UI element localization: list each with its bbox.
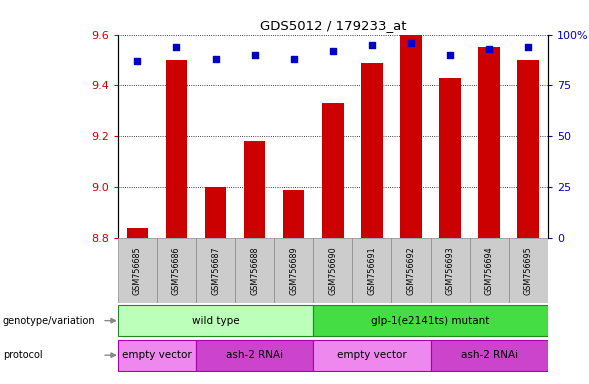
Bar bbox=[118, 238, 157, 303]
Bar bbox=[274, 238, 313, 303]
Point bbox=[328, 48, 337, 54]
Text: GSM756690: GSM756690 bbox=[328, 247, 337, 295]
Bar bbox=[352, 238, 392, 303]
Bar bbox=[313, 305, 548, 336]
Text: GSM756691: GSM756691 bbox=[368, 247, 376, 295]
Bar bbox=[127, 228, 148, 238]
Bar bbox=[518, 60, 539, 238]
Bar bbox=[283, 190, 305, 238]
Point bbox=[484, 46, 494, 52]
Bar bbox=[205, 187, 226, 238]
Bar bbox=[313, 238, 352, 303]
Bar bbox=[235, 238, 274, 303]
Point bbox=[172, 44, 181, 50]
Text: ash-2 RNAi: ash-2 RNAi bbox=[461, 350, 518, 360]
Text: GSM756687: GSM756687 bbox=[211, 247, 220, 295]
Bar bbox=[392, 238, 431, 303]
Text: GSM756692: GSM756692 bbox=[406, 247, 415, 295]
Text: GSM756689: GSM756689 bbox=[289, 247, 298, 295]
Bar bbox=[313, 339, 431, 371]
Bar bbox=[361, 63, 383, 238]
Text: glp-1(e2141ts) mutant: glp-1(e2141ts) mutant bbox=[371, 316, 489, 326]
Point bbox=[406, 40, 416, 46]
Text: empty vector: empty vector bbox=[337, 350, 407, 360]
Bar bbox=[322, 103, 343, 238]
Point bbox=[289, 56, 299, 62]
Bar bbox=[469, 238, 509, 303]
Bar bbox=[509, 238, 548, 303]
Bar bbox=[118, 339, 196, 371]
Bar bbox=[478, 47, 500, 238]
Bar bbox=[196, 339, 313, 371]
Text: ash-2 RNAi: ash-2 RNAi bbox=[226, 350, 283, 360]
Bar bbox=[400, 35, 422, 238]
Bar bbox=[439, 78, 461, 238]
Bar bbox=[196, 238, 235, 303]
Bar bbox=[157, 238, 196, 303]
Bar bbox=[244, 141, 266, 238]
Point bbox=[250, 52, 259, 58]
Text: GSM756695: GSM756695 bbox=[524, 247, 532, 295]
Bar bbox=[118, 305, 313, 336]
Title: GDS5012 / 179233_at: GDS5012 / 179233_at bbox=[260, 19, 406, 32]
Text: GSM756693: GSM756693 bbox=[445, 247, 455, 295]
Text: protocol: protocol bbox=[3, 350, 42, 360]
Point bbox=[211, 56, 220, 62]
Text: wild type: wild type bbox=[191, 316, 239, 326]
Point bbox=[133, 58, 142, 64]
Point bbox=[445, 52, 455, 58]
Text: GSM756686: GSM756686 bbox=[172, 247, 181, 295]
Text: GSM756694: GSM756694 bbox=[485, 247, 494, 295]
Point bbox=[524, 44, 533, 50]
Text: empty vector: empty vector bbox=[122, 350, 192, 360]
Bar bbox=[431, 238, 469, 303]
Text: GSM756685: GSM756685 bbox=[133, 247, 142, 295]
Bar bbox=[431, 339, 548, 371]
Text: genotype/variation: genotype/variation bbox=[3, 316, 95, 326]
Point bbox=[367, 42, 376, 48]
Bar bbox=[166, 60, 187, 238]
Text: GSM756688: GSM756688 bbox=[250, 247, 259, 295]
